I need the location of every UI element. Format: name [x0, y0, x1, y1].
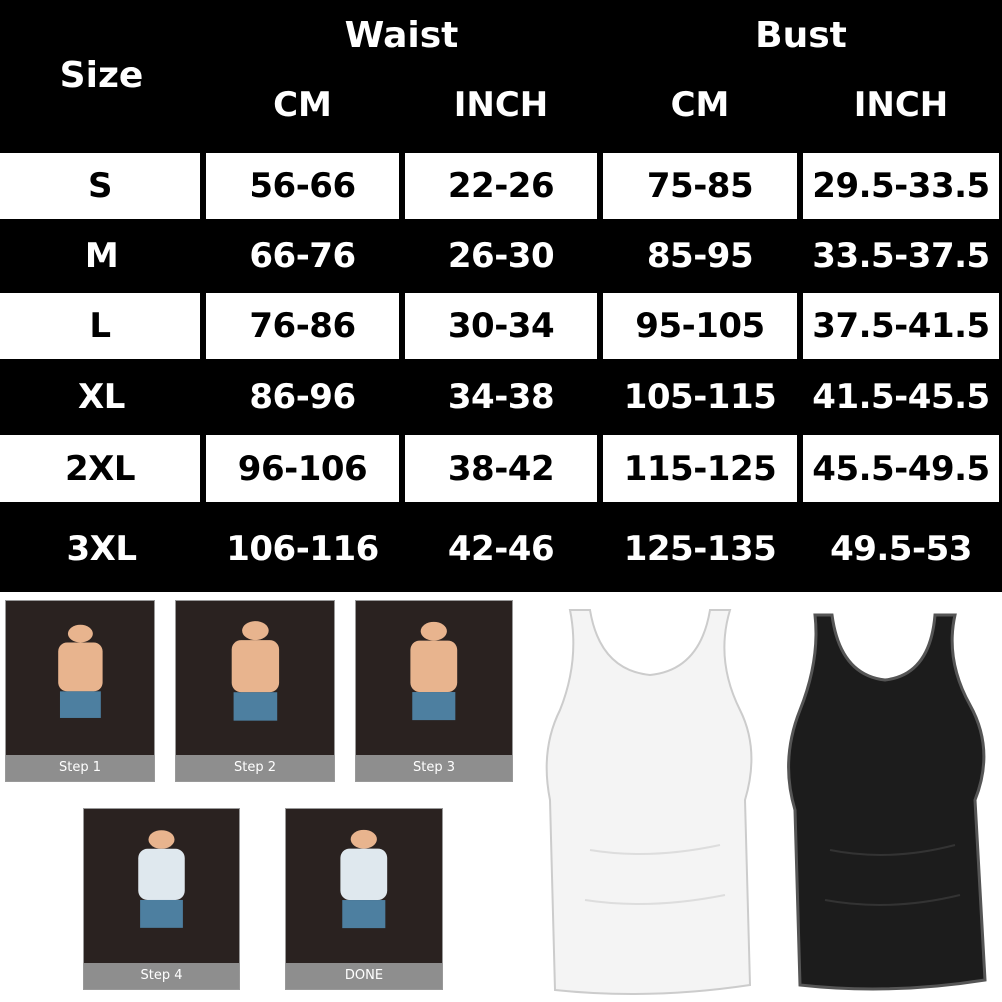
step-2-illustration: Step 2 [175, 600, 335, 782]
measurement-cell: 115-125 [600, 432, 800, 505]
waist-header: Waist [344, 15, 459, 56]
size-cell: S [0, 150, 203, 222]
measurement-cell: 95-105 [600, 290, 800, 362]
measurement-cell: 66-76 [203, 222, 402, 290]
size-cell: M [0, 222, 203, 290]
table-row: 2XL 96-106 38-42 115-125 45.5-49.5 [0, 432, 1002, 505]
measurement-cell: 26-30 [402, 222, 600, 290]
step-caption: DONE [286, 963, 442, 989]
table-row: S 56-66 22-26 75-85 29.5-33.5 [0, 150, 1002, 222]
size-header: Size [59, 55, 144, 96]
table-row: L 76-86 30-34 95-105 37.5-41.5 [0, 290, 1002, 362]
measurement-cell: 96-106 [203, 432, 402, 505]
step-caption: Step 4 [84, 963, 239, 989]
measurement-cell: 49.5-53 [800, 505, 1002, 592]
step-caption: Step 2 [176, 755, 334, 781]
waist-cm-header: CM [273, 85, 332, 125]
measurement-cell: 125-135 [600, 505, 800, 592]
measurement-cell: 86-96 [203, 362, 402, 432]
size-cell: 3XL [0, 505, 203, 592]
person-figure-icon [231, 621, 279, 722]
measurement-cell: 76-86 [203, 290, 402, 362]
size-cell: 2XL [0, 432, 203, 505]
measurement-cell: 42-46 [402, 505, 600, 592]
person-figure-icon [57, 625, 103, 719]
step-1-illustration: Step 1 [5, 600, 155, 782]
waist-inch-header: INCH [453, 85, 549, 125]
size-cell: XL [0, 362, 203, 432]
measurement-cell: 29.5-33.5 [800, 150, 1002, 222]
measurement-cell: 45.5-49.5 [800, 432, 1002, 505]
step-caption: Step 1 [6, 755, 154, 781]
measurement-cell: 22-26 [402, 150, 600, 222]
bust-header: Bust [755, 15, 847, 56]
measurement-cell: 38-42 [402, 432, 600, 505]
step-3-illustration: Step 3 [355, 600, 513, 782]
size-cell: L [0, 290, 203, 362]
measurement-cell: 34-38 [402, 362, 600, 432]
table-row: M 66-76 26-30 85-95 33.5-37.5 [0, 222, 1002, 290]
table-row: 3XL 106-116 42-46 125-135 49.5-53 [0, 505, 1002, 592]
person-figure-icon [410, 622, 458, 721]
person-figure-icon [340, 830, 388, 929]
white-tank-top-image [545, 609, 753, 995]
bust-cm-header: CM [670, 85, 730, 125]
measurement-cell: 41.5-45.5 [800, 362, 1002, 432]
step-4-illustration: Step 4 [83, 808, 240, 990]
step-5-illustration: DONE [285, 808, 443, 990]
table-row: XL 86-96 34-38 105-115 41.5-45.5 [0, 362, 1002, 432]
measurement-cell: 105-115 [600, 362, 800, 432]
measurement-cell: 37.5-41.5 [800, 290, 1002, 362]
step-caption: Step 3 [356, 755, 512, 781]
black-tank-top-image [787, 613, 987, 991]
measurement-cell: 33.5-37.5 [800, 222, 1002, 290]
measurement-cell: 75-85 [600, 150, 800, 222]
measurement-cell: 56-66 [203, 150, 402, 222]
measurement-cell: 30-34 [402, 290, 600, 362]
bust-inch-header: INCH [853, 85, 949, 125]
measurement-cell: 106-116 [203, 505, 402, 592]
measurement-cell: 85-95 [600, 222, 800, 290]
person-figure-icon [138, 830, 185, 929]
